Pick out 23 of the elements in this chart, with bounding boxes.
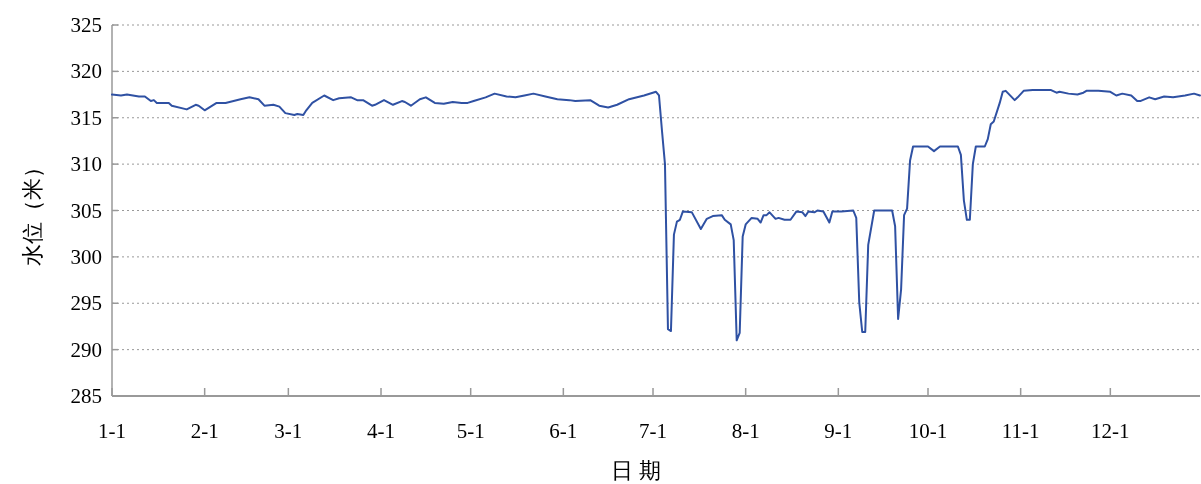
y-tick-label: 285 bbox=[70, 384, 102, 408]
x-tick-label: 8-1 bbox=[731, 419, 760, 443]
y-axis-title: 水位（米） bbox=[20, 155, 45, 266]
x-tick-label: 5-1 bbox=[456, 419, 485, 443]
y-tick-label: 305 bbox=[70, 198, 102, 223]
y-tick-label: 290 bbox=[70, 337, 102, 362]
x-tick-label: 1-1 bbox=[98, 419, 126, 443]
x-tick-label: 3-1 bbox=[274, 419, 303, 443]
x-tick-label: 10-1 bbox=[908, 419, 948, 443]
y-tick-label: 300 bbox=[70, 244, 102, 269]
y-tick-label: 320 bbox=[70, 59, 102, 84]
x-tick-label: 7-1 bbox=[639, 419, 668, 443]
x-tick-label: 9-1 bbox=[824, 419, 853, 443]
y-tick-label: 315 bbox=[70, 105, 102, 130]
x-axis-title: 日 期 bbox=[611, 458, 661, 483]
x-tick-label: 4-1 bbox=[367, 419, 396, 443]
x-tick-label: 11-1 bbox=[1001, 419, 1040, 443]
x-tick-label: 2-1 bbox=[190, 419, 219, 443]
y-tick-label: 310 bbox=[70, 152, 102, 177]
x-tick-label: 12-1 bbox=[1091, 419, 1130, 443]
y-tick-label: 295 bbox=[70, 291, 102, 316]
y-tick-label: 325 bbox=[70, 13, 102, 37]
x-tick-label: 6-1 bbox=[549, 419, 578, 443]
